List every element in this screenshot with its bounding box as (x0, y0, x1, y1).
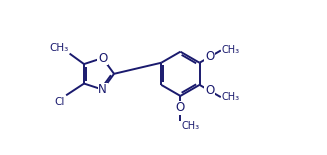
Text: N: N (98, 83, 107, 96)
Text: O: O (205, 50, 214, 63)
Text: CH₃: CH₃ (221, 45, 240, 55)
Text: CH₃: CH₃ (181, 120, 199, 131)
Text: CH₃: CH₃ (50, 43, 69, 53)
Text: O: O (98, 51, 107, 64)
Text: Cl: Cl (54, 97, 65, 107)
Text: O: O (176, 101, 185, 114)
Text: O: O (205, 84, 214, 97)
Text: CH₃: CH₃ (221, 92, 240, 102)
